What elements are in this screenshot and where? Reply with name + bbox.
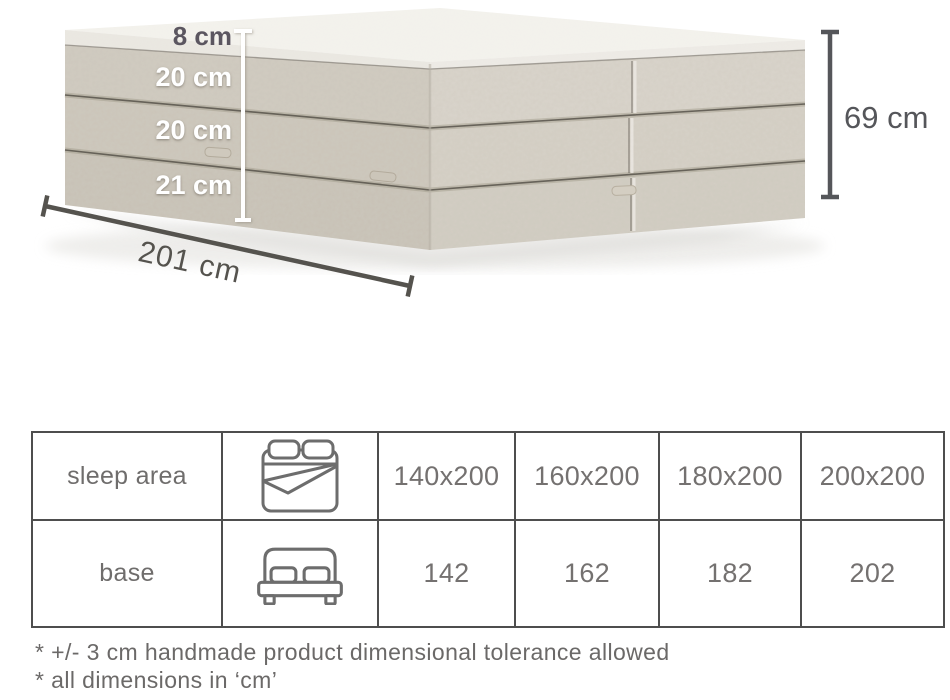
base-size-cell: 182 <box>660 521 802 626</box>
size-value: 180x200 <box>677 460 783 491</box>
size-value: 142 <box>423 558 470 588</box>
sleep-area-size-cell: 160x200 <box>516 433 660 521</box>
sleep-area-size-cell: 180x200 <box>660 433 802 521</box>
size-table-icon-cell <box>223 521 379 626</box>
size-value: 140x200 <box>393 460 500 491</box>
layer-height-label: 8 cm <box>173 21 232 51</box>
total-height-label: 69 cm <box>844 100 928 135</box>
base-label: base <box>99 559 155 587</box>
bed-illustration <box>64 8 806 250</box>
footnotes: * +/- 3 cm handmade product dimensional … <box>35 638 670 694</box>
bed-dimension-diagram: 8 cm 20 cm 20 cm 21 cm 69 cm 201 cm <box>40 8 928 297</box>
layer-height-label: 20 cm <box>155 115 232 145</box>
bed-front-view-icon <box>257 547 343 605</box>
size-value: 162 <box>564 558 610 588</box>
size-table-row-header: base <box>33 521 223 626</box>
sleep-area-size-cell: 140x200 <box>379 433 516 521</box>
length-ruler <box>40 195 415 297</box>
size-value: 182 <box>707 558 753 588</box>
footnote-tolerance: * +/- 3 cm handmade product dimensional … <box>35 639 670 665</box>
size-value: 200x200 <box>819 460 926 491</box>
layer-height-label: 21 cm <box>155 170 232 200</box>
base-size-cell: 162 <box>516 521 660 626</box>
layer-height-label: 20 cm <box>155 62 232 92</box>
size-table-row-header: sleep area <box>33 433 223 521</box>
footnote-units: * all dimensions in ‘cm’ <box>35 667 278 693</box>
base-size-cell: 142 <box>379 521 516 626</box>
layer-height-ruler <box>234 29 252 222</box>
bed-top-view-icon <box>261 439 339 513</box>
size-table: sleep area 140x200 160x200 180x200 200x2… <box>31 431 945 628</box>
size-value: 160x200 <box>534 460 640 491</box>
size-table-icon-cell <box>223 433 379 521</box>
total-height-ruler <box>821 29 839 200</box>
sleep-area-label: sleep area <box>67 461 187 490</box>
mattress-handles <box>204 146 637 196</box>
mattress-seams <box>64 44 806 250</box>
sleep-area-size-cell: 200x200 <box>802 433 943 521</box>
size-value: 202 <box>849 558 896 588</box>
base-size-cell: 202 <box>802 521 943 626</box>
